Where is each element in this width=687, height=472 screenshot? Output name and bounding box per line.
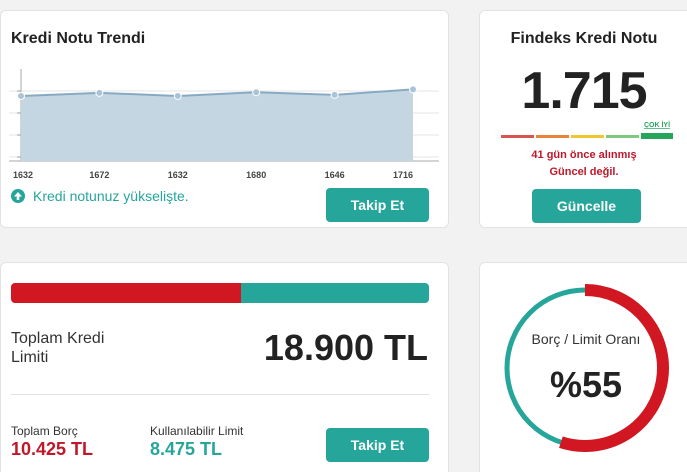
x-tick-label: 1632 [168,170,188,180]
credit-trend-card: Kredi Notu Trendi 1632 1672 1632 1680 1646 17… [0,10,449,228]
x-tick-label: 1672 [89,170,109,180]
trend-point [330,90,339,99]
limit-free-segment [240,283,429,303]
x-tick-label: 1680 [246,170,266,180]
scale-segment-very-good [641,133,673,139]
ratio-label: Borç / Limit Oranı [531,331,641,347]
available-limit-label: Kullanılabilir Limit [150,424,244,438]
score-note-age: 41 gün önce alınmış [531,149,637,161]
trend-title: Kredi Notu Trendi [11,30,146,47]
trend-point [409,85,417,94]
trend-point [252,88,261,97]
update-score-button[interactable]: Güncelle [532,189,641,223]
total-limit-label: Toplam Kredi Limiti [11,330,105,366]
credit-limit-card: Toplam Kredi Limiti 18.900 TL Toplam Bor… [0,262,449,472]
limit-follow-button[interactable]: Takip Et [326,428,429,462]
trend-line [20,88,414,97]
ratio-arc [559,284,669,452]
findeks-score-card: Findeks Kredi Notu 1.715 ÇOK İYİ 41 gün … [479,10,687,228]
score-note: 41 gün önce alınmış Güncel değil. [480,147,687,181]
score-scale: ÇOK İYİ [501,121,673,139]
scale-segment-bad [536,135,569,138]
trend-point [17,91,25,100]
available-limit-value: 8.475 TL [150,439,223,459]
limit-used-segment [11,283,241,303]
arrow-up-icon [11,189,25,203]
ratio-value: %55 [549,364,623,405]
trend-area [21,89,413,161]
trend-chart: 1632 1672 1632 1680 1646 1716 [9,69,439,180]
ratio-donut [504,284,669,452]
trend-point [173,91,182,100]
total-debt-value: 10.425 TL [11,439,94,459]
scale-segment-good [606,135,639,138]
x-tick-label: 1716 [393,170,413,180]
scale-segment-medium [571,135,604,138]
limit-usage-bar [11,283,429,303]
x-tick-label: 1632 [13,170,33,180]
scale-segment-very-bad [501,135,534,138]
score-title: Findeks Kredi Notu [510,30,658,47]
divider [11,394,429,395]
total-limit-value: 18.900 TL [263,327,428,368]
trend-status: Kredi notunuz yükselişte. [11,188,189,204]
score-value: 1.715 [521,62,647,120]
total-debt-label: Toplam Borç [11,424,78,438]
score-note-status: Güncel değil. [549,166,619,178]
debt-limit-ratio-card: Borç / Limit Oranı %55 [479,262,687,472]
trend-status-text: Kredi notunuz yükselişte. [33,188,189,204]
scale-marker-label: ÇOK İYİ [644,121,670,129]
trend-point [95,88,104,97]
trend-follow-button[interactable]: Takip Et [326,188,429,222]
x-tick-label: 1646 [325,170,345,180]
